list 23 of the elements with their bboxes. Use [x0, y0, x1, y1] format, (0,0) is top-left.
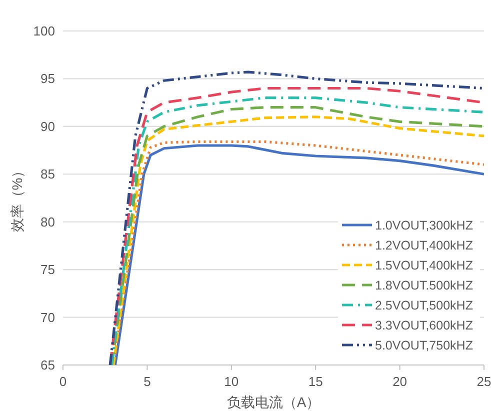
legend-label: 2.5VOUT,500kHZ [375, 298, 474, 312]
legend-label: 3.3VOUT,600kHZ [375, 318, 474, 332]
legend-label: 1.8VOUT.500kHZ [375, 278, 474, 292]
legend-label: 1.2VOUT,400kHZ [375, 238, 474, 252]
x-tick-label: 0 [59, 374, 67, 389]
y-tick-label: 95 [40, 71, 55, 86]
x-axis-title: 负载电流（A） [226, 394, 320, 410]
legend-label: 1.5VOUT,400kHZ [375, 258, 474, 272]
x-tick-label: 15 [308, 374, 323, 389]
y-tick-label: 100 [33, 24, 55, 38]
y-tick-label: 75 [40, 262, 55, 278]
x-tick-label: 20 [392, 374, 408, 389]
legend-label: 1.0VOUT,300kHZ [375, 218, 474, 232]
x-tick-label: 10 [224, 374, 239, 389]
y-axis-title: 效率（%） [9, 164, 25, 232]
x-tick-label: 25 [476, 374, 491, 389]
y-tick-label: 85 [40, 166, 55, 182]
y-tick-label: 70 [40, 310, 55, 325]
y-tick-label: 80 [40, 214, 55, 230]
y-tick-label: 65 [40, 358, 55, 372]
legend-label: 5.0VOUT,750kHZ [375, 338, 474, 352]
x-tick-label: 5 [144, 374, 151, 389]
y-tick-label: 90 [40, 118, 55, 134]
